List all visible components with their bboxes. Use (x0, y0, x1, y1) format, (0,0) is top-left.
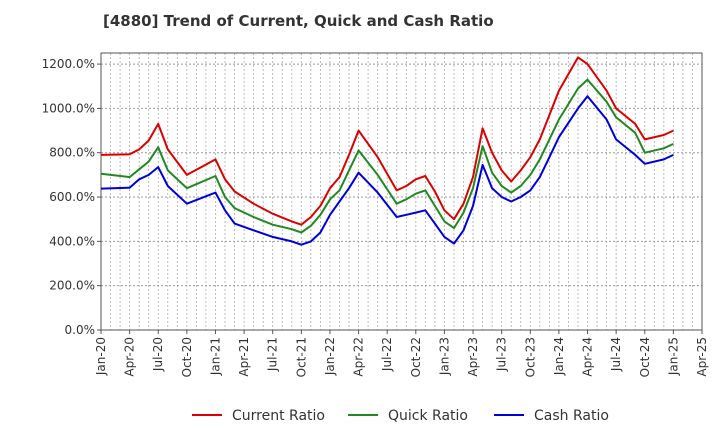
x-tick-label: Oct-24 (638, 337, 652, 377)
series-line-current-ratio (100, 56, 674, 226)
series-line-cash-ratio (100, 95, 674, 246)
x-tick-label: Oct-20 (180, 337, 194, 377)
chart-title: [4880] Trend of Current, Quick and Cash … (103, 12, 494, 30)
x-tick-label: Apr-23 (466, 337, 480, 377)
y-tick-label: 0.0% (65, 323, 96, 337)
x-tick-label: Apr-21 (237, 337, 251, 377)
x-tick-label: Apr-24 (581, 337, 595, 377)
x-tick-label: Apr-22 (352, 337, 366, 377)
x-tick-label: Jul-21 (266, 337, 280, 372)
y-tick-label: 1200.0% (42, 57, 95, 71)
x-tick-label: Jan-25 (666, 337, 680, 376)
x-tick-label: Apr-20 (123, 337, 137, 377)
legend-label: Current Ratio (232, 408, 325, 424)
plot-border (100, 52, 703, 331)
series-line-quick-ratio (100, 78, 674, 234)
x-tick-label: Oct-23 (523, 337, 537, 377)
x-tick-label: Jul-23 (495, 337, 509, 372)
x-tick-label: Oct-22 (409, 337, 423, 377)
series-lines (100, 56, 674, 246)
legend-label: Cash Ratio (534, 408, 609, 424)
legend: Current Ratio Quick Ratio Cash Ratio (192, 408, 609, 424)
x-tick-label: Jan-20 (94, 337, 108, 376)
y-tick-label: 400.0% (49, 234, 95, 248)
y-tick-label: 600.0% (49, 190, 95, 204)
x-tick-label: Jan-23 (437, 337, 451, 376)
x-tick-label: Jan-24 (552, 337, 566, 376)
y-tick-label: 1000.0% (42, 101, 95, 115)
x-tick-label: Jan-21 (208, 337, 222, 376)
x-tick-label: Jul-24 (609, 337, 623, 372)
axes (97, 52, 703, 334)
tick-labels: 0.0% 200.0% 400.0% 600.0% 800.0% 1000.0% 1200.… (42, 57, 709, 377)
legend-label: Quick Ratio (388, 408, 468, 424)
y-tick-label: 200.0% (49, 279, 95, 293)
grid-lines (101, 53, 702, 330)
x-tick-label: Apr-25 (695, 337, 709, 377)
x-tick-label: Oct-21 (294, 337, 308, 377)
y-tick-label: 800.0% (49, 146, 95, 160)
x-tick-label: Jul-20 (151, 337, 165, 372)
x-tick-label: Jul-22 (380, 337, 394, 372)
plot-area (101, 53, 702, 330)
x-tick-label: Jan-22 (323, 337, 337, 376)
